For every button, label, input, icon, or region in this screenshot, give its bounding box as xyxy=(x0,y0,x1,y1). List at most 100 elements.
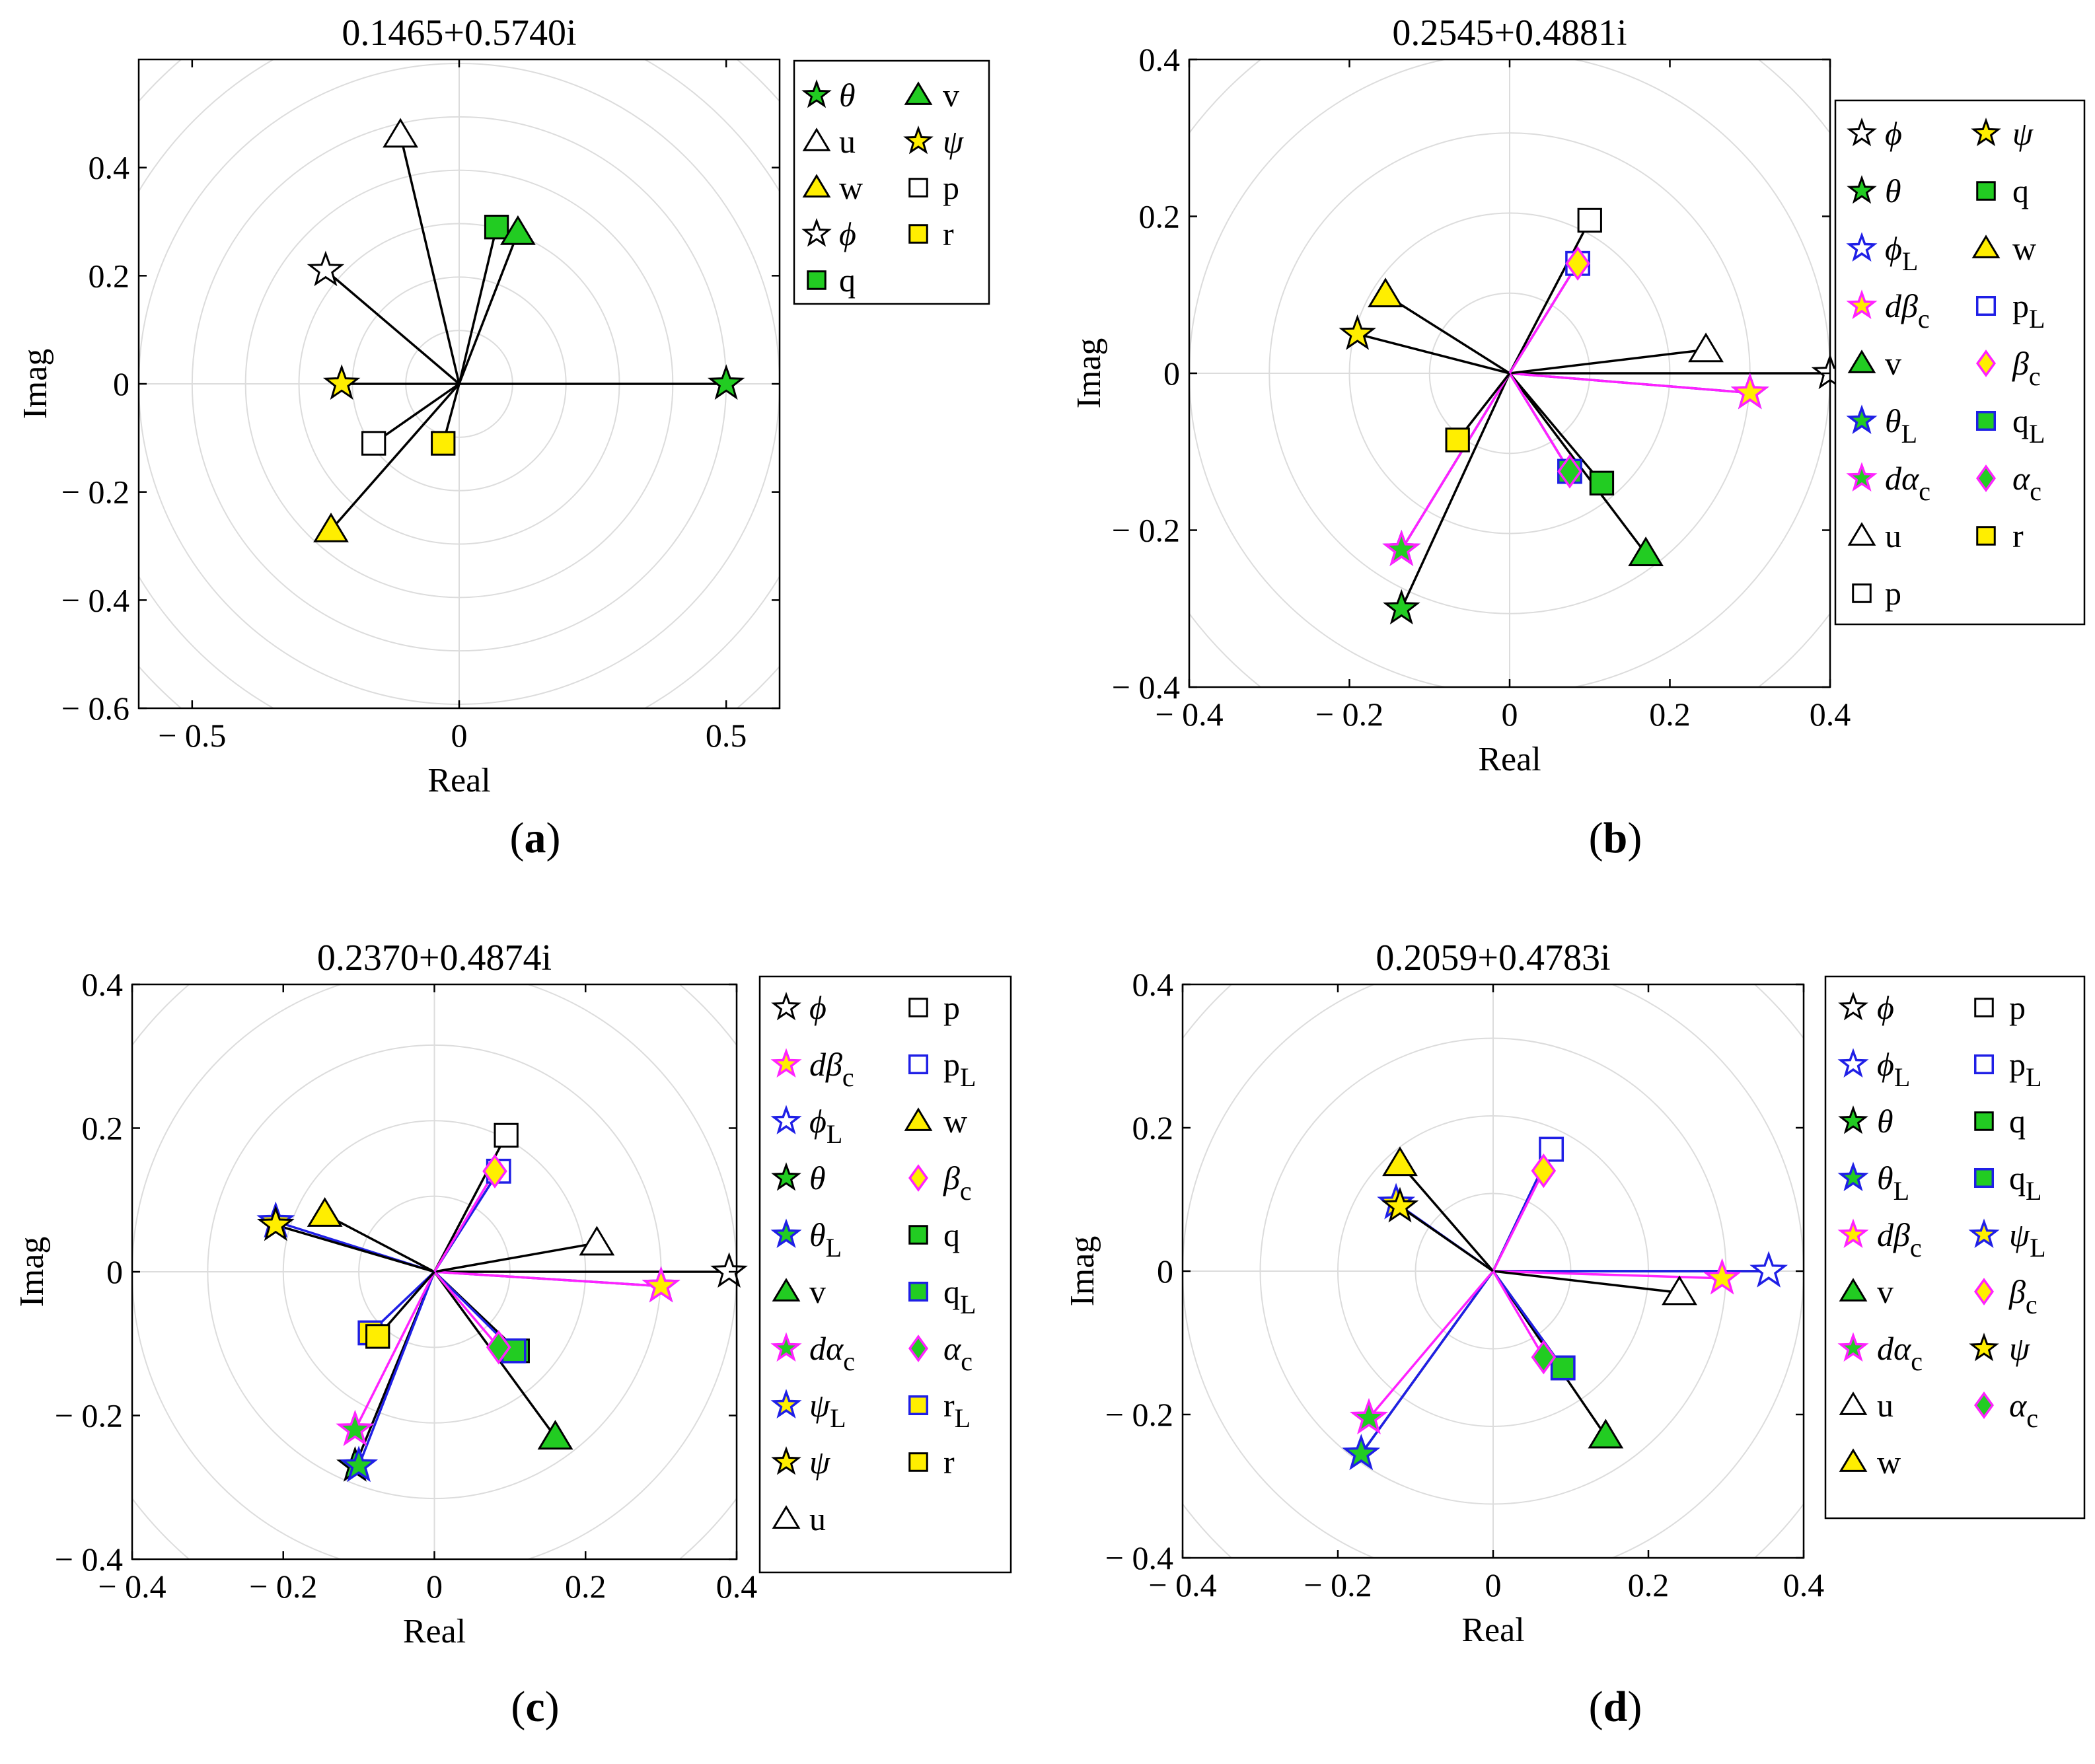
x-tick-label: 0.2 xyxy=(565,1568,606,1605)
x-tick-label: − 0.2 xyxy=(249,1568,317,1605)
legend-marker xyxy=(771,992,801,1021)
legend-entry: ϕ xyxy=(809,989,827,1026)
y-tick-label: 0 xyxy=(106,1253,123,1290)
legend-marker xyxy=(770,1218,802,1248)
subplot-label: (c) xyxy=(511,1683,559,1731)
legend-entry: βc xyxy=(2012,345,2041,391)
legend-marker xyxy=(908,224,928,244)
vector-line xyxy=(373,383,460,445)
legend-entry: ψ xyxy=(943,123,964,160)
chart-title: 0.2545+0.4881i xyxy=(1392,13,1627,54)
legend-entry: q xyxy=(2009,1103,2026,1140)
legend-marker xyxy=(771,1446,801,1475)
vector-line xyxy=(1368,1270,1494,1419)
legend-marker xyxy=(1971,235,2001,258)
data-point xyxy=(307,1196,343,1227)
y-axis-label: Imag xyxy=(1064,1236,1101,1307)
x-tick-label: 0 xyxy=(426,1568,443,1605)
vector-line xyxy=(275,1224,435,1273)
data-point xyxy=(482,1154,507,1189)
vector-line xyxy=(1399,1205,1494,1272)
data-point xyxy=(1557,454,1582,489)
legend-marker xyxy=(1852,583,1872,603)
x-axis-label: Real xyxy=(427,762,490,799)
data-point xyxy=(1703,1258,1742,1295)
legend-marker xyxy=(1847,117,1877,147)
x-tick-label: 0 xyxy=(451,717,468,754)
legend: ϕθ ϕL dβc v θL dαc up ψqw pL βc qL αc r xyxy=(1834,99,2086,626)
legend-marker xyxy=(1839,1278,1868,1302)
data-point xyxy=(1382,529,1421,566)
legend-marker xyxy=(1839,1448,1868,1472)
vector-line xyxy=(1492,1270,1680,1294)
x-axis-label: Real xyxy=(1478,741,1541,778)
legend-entry: qL xyxy=(2009,1159,2041,1206)
legend-entry: u xyxy=(839,123,856,160)
legend-marker xyxy=(908,178,928,198)
legend-entry: v xyxy=(943,77,959,114)
data-point xyxy=(1383,589,1420,625)
legend-marker xyxy=(908,1164,929,1192)
data-point xyxy=(365,1324,390,1349)
y-tick-label: − 0.2 xyxy=(55,1397,123,1434)
vector-line xyxy=(1385,293,1510,375)
y-tick-label: − 0.4 xyxy=(1112,669,1180,706)
legend: ϕ dβc ϕL θ θL v dαc ψL ψu p pL w βc q qL αc rL r xyxy=(758,975,1012,1574)
legend-entry: θ xyxy=(809,1159,826,1196)
data-point xyxy=(307,250,345,287)
data-point xyxy=(383,118,418,148)
vector-line xyxy=(324,1213,435,1273)
legend-marker xyxy=(1837,1048,1869,1078)
legend-entry: ψ xyxy=(809,1444,830,1481)
legend-entry: v xyxy=(1877,1273,1893,1310)
legend-marker xyxy=(908,998,928,1017)
vector-line xyxy=(324,269,460,385)
y-tick-label: − 0.2 xyxy=(1105,1396,1173,1433)
data-point xyxy=(322,364,361,400)
legend-entry: dαc xyxy=(1885,460,1930,506)
data-point xyxy=(1531,1340,1557,1375)
data-point xyxy=(710,1252,748,1288)
x-tick-label: − 0.2 xyxy=(1304,1566,1372,1603)
legend-entry: v xyxy=(809,1273,826,1310)
legend-marker xyxy=(807,270,827,290)
legend-entry: θL xyxy=(1885,402,1917,449)
legend-marker xyxy=(1847,349,1876,373)
legend-entry: w xyxy=(2012,230,2036,267)
legend-marker xyxy=(1837,1161,1869,1191)
legend-entry: pL xyxy=(943,1046,976,1092)
subplot-2: − 0.4 − 0.2 0 0.2 0.4 − 0.4 − 0.2 0 0.2 0.4 0.2545… xyxy=(1070,13,2086,862)
y-tick-label: 0.4 xyxy=(1132,966,1174,1003)
legend-marker xyxy=(770,1389,802,1418)
vector-markers xyxy=(256,1122,748,1483)
data-point xyxy=(1349,1397,1389,1435)
legend-marker xyxy=(903,125,934,155)
legend-marker xyxy=(1975,349,1997,377)
legend-marker xyxy=(801,217,832,247)
vector-line xyxy=(1492,1270,1722,1280)
y-axis-label: Imag xyxy=(13,1237,51,1307)
vector-line xyxy=(1492,1170,1545,1272)
polar-grid xyxy=(1189,59,1830,687)
data-point xyxy=(1688,332,1724,363)
chart-title: 0.2059+0.4783i xyxy=(1376,937,1610,978)
legend-entry: ϕL xyxy=(809,1103,842,1149)
legend-marker xyxy=(770,1105,802,1134)
data-point xyxy=(537,1420,573,1450)
vector-line xyxy=(458,232,519,385)
vector-line xyxy=(1508,262,1579,374)
vector-markers xyxy=(1339,207,1849,625)
legend-marker xyxy=(801,79,832,108)
legend-entry: ϕL xyxy=(1877,1046,1910,1092)
vector-lines xyxy=(324,135,727,531)
x-tick-label: 0 xyxy=(1502,696,1518,733)
legend-marker xyxy=(1846,232,1878,262)
data-point xyxy=(1382,1146,1418,1177)
data-point xyxy=(494,1122,519,1148)
legend-marker xyxy=(1973,1167,1995,1189)
y-axis-label: Imag xyxy=(1070,338,1108,409)
legend-entry: dαc xyxy=(809,1330,855,1376)
legend-box xyxy=(1834,99,2086,626)
y-tick-label: 0.4 xyxy=(82,966,124,1003)
